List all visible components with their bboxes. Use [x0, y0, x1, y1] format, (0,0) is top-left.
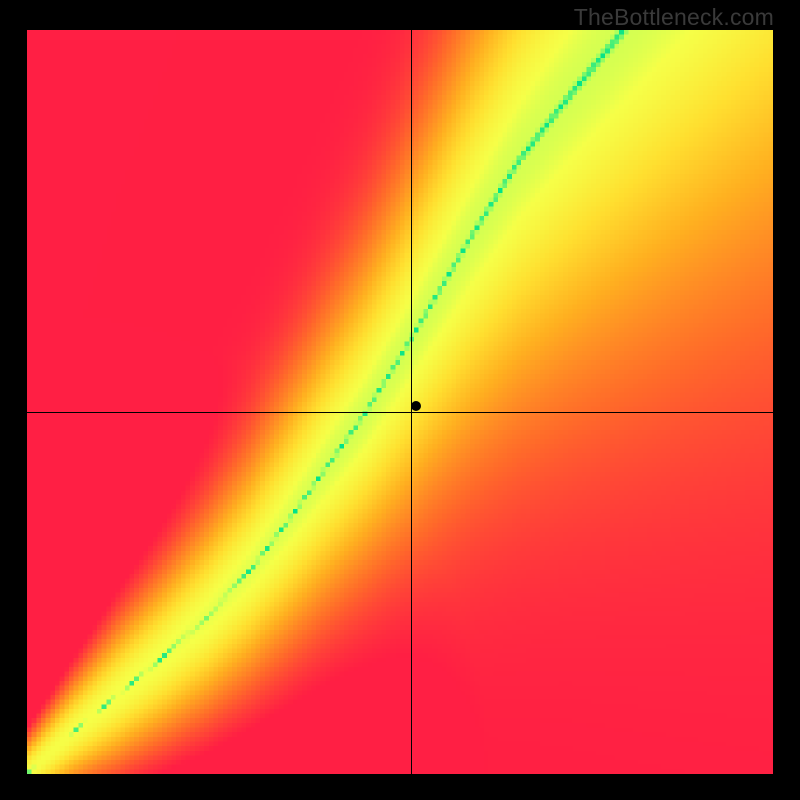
root-frame: TheBottleneck.com: [0, 0, 800, 800]
bottleneck-heatmap-plot: [27, 30, 773, 774]
heatmap-canvas: [27, 30, 773, 774]
watermark-text: TheBottleneck.com: [574, 4, 774, 31]
